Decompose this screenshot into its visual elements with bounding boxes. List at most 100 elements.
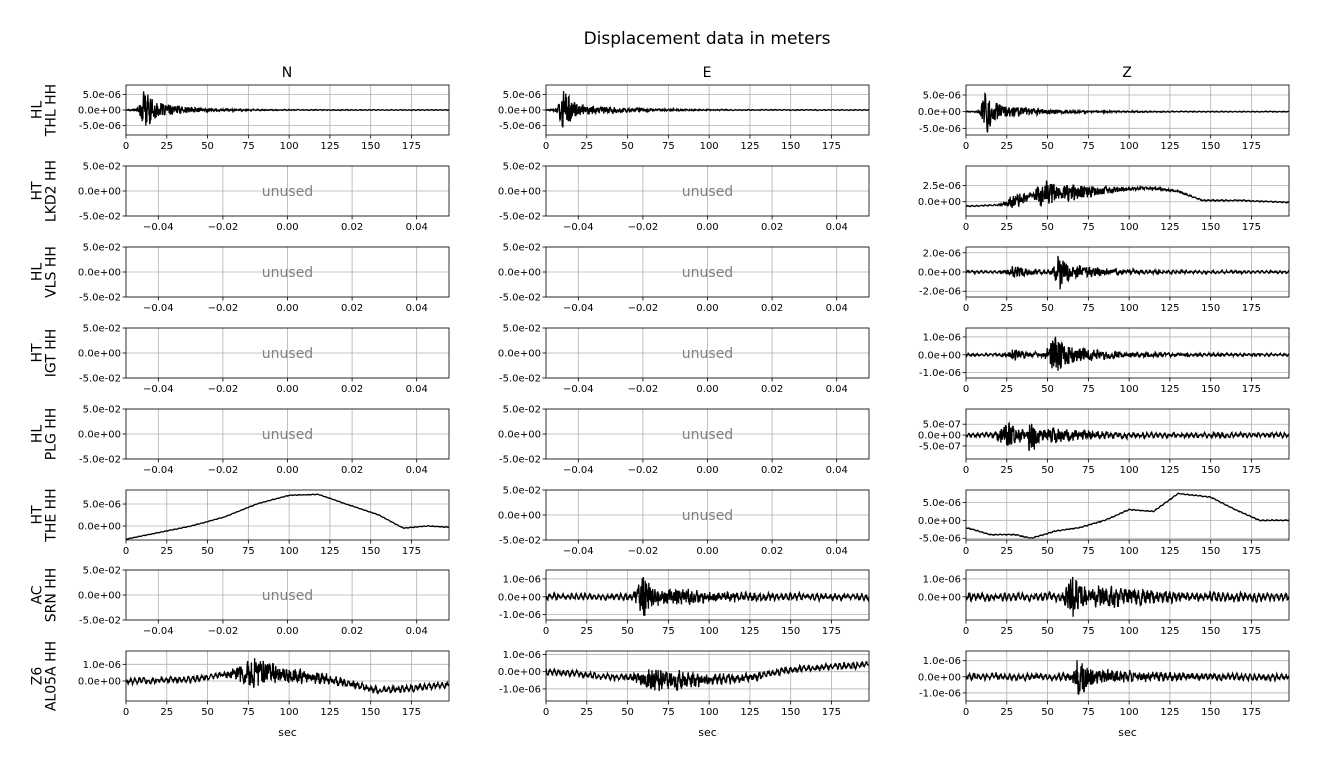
- x-tick-label: 150: [1201, 626, 1220, 637]
- x-tick-label: −0.02: [208, 384, 239, 395]
- y-tick-label: 5.0e-06: [503, 90, 541, 101]
- y-tick-label: 0.0e+00: [78, 521, 121, 532]
- network-code: HL: [30, 425, 46, 444]
- y-tick-label: 5.0e-06: [923, 498, 961, 509]
- y-tick-label: -5.0e-02: [499, 212, 541, 223]
- y-tick-label: 0.0e+00: [918, 197, 961, 208]
- x-tick-label: 150: [361, 141, 380, 152]
- x-tick-label: 0: [963, 303, 969, 314]
- x-tick-label: 75: [1082, 384, 1095, 395]
- y-tick-label: 0.0e+00: [498, 592, 541, 603]
- x-tick-label: 175: [1242, 141, 1261, 152]
- y-tick-label: 0.0e+00: [78, 591, 121, 602]
- panel-e-0: 0 25 50 75 100 125 150 175 5.0e-06 0.0e+00 -5.0e-0…: [498, 84, 870, 152]
- y-tick-label: 1.0e-06: [923, 332, 961, 343]
- unused-label: unused: [682, 508, 733, 524]
- trace-line: [126, 658, 449, 695]
- panels-grid: HLTHL HH0 25 50 75 100 125 150 1755.0e-060.0e+0…: [30, 84, 1290, 739]
- x-tick-label: 25: [160, 141, 173, 152]
- unused-label: unused: [262, 588, 313, 604]
- x-tick-label: 0.02: [761, 546, 783, 557]
- x-tick-label: 25: [580, 626, 593, 637]
- network-code: HT: [30, 343, 46, 363]
- x-tick-label: 75: [242, 141, 255, 152]
- x-tick-label: 50: [1041, 626, 1054, 637]
- panel-e-4: −0.04 −0.02 0.00 0.02 0.04 5.0e-02 0.0e+00 -5.0…: [498, 405, 870, 476]
- x-tick-label: 0.00: [276, 626, 298, 637]
- x-tick-label: −0.04: [563, 222, 594, 233]
- x-tick-label: 75: [662, 707, 675, 718]
- y-tick-label: 5.0e-02: [503, 162, 541, 173]
- x-tick-label: 175: [402, 707, 421, 718]
- x-tick-label: 0.02: [761, 465, 783, 476]
- y-tick-label: -5.0e-06: [919, 534, 961, 545]
- y-tick-label: -1.0e-06: [499, 610, 541, 621]
- x-tick-label: 0.00: [276, 465, 298, 476]
- x-tick-label: 125: [740, 707, 759, 718]
- trace-line: [966, 576, 1289, 617]
- x-tick-label: 0.02: [341, 465, 363, 476]
- trace-line: [966, 336, 1289, 371]
- y-tick-label: -1.0e-06: [919, 688, 961, 699]
- x-tick-label: 25: [1000, 546, 1013, 557]
- y-tick-label: -1.0e-06: [499, 684, 541, 695]
- x-tick-label: 0.02: [761, 222, 783, 233]
- x-tick-label: −0.04: [143, 303, 174, 314]
- axes-frame: [545, 165, 870, 217]
- y-tick-label: -5.0e-02: [79, 374, 121, 385]
- y-tick-label: 5.0e-02: [83, 243, 121, 254]
- panel-e-2: −0.04 −0.02 0.00 0.02 0.04 5.0e-02 0.0e+00 -5.0…: [498, 243, 870, 314]
- trace-line: [546, 660, 869, 692]
- x-tick-label: −0.02: [628, 465, 659, 476]
- x-tick-label: 0.00: [696, 465, 718, 476]
- y-tick-label: 1.0e-06: [503, 574, 541, 585]
- x-tick-label: 125: [740, 626, 759, 637]
- y-tick-label: 1.0e-06: [923, 574, 961, 585]
- axes-frame: [545, 84, 870, 136]
- trace-line: [546, 91, 869, 128]
- unused-label: unused: [262, 184, 313, 200]
- unused-label: unused: [682, 184, 733, 200]
- x-tick-label: 0.00: [696, 546, 718, 557]
- x-tick-label: 100: [1120, 546, 1139, 557]
- column-title-z: Z: [1122, 65, 1132, 81]
- x-tick-label: 0: [123, 546, 129, 557]
- x-tick-label: 0.04: [406, 222, 428, 233]
- trace-line: [966, 660, 1289, 695]
- x-tick-label: 50: [201, 707, 214, 718]
- x-tick-label: 125: [1160, 384, 1179, 395]
- panel-z-3: 0 25 50 75 100 125 150 175 1.0e-06 0.0e+00 -1.0e-0…: [918, 327, 1290, 395]
- trace-line: [966, 92, 1289, 133]
- axes-frame: [545, 489, 870, 541]
- x-tick-label: 75: [242, 707, 255, 718]
- x-tick-label: 150: [1201, 384, 1220, 395]
- x-tick-label: 125: [1160, 546, 1179, 557]
- x-tick-label: 100: [1120, 303, 1139, 314]
- axes-frame: [965, 489, 1290, 541]
- x-tick-label: 75: [1082, 546, 1095, 557]
- x-tick-label: −0.04: [563, 384, 594, 395]
- y-tick-label: -5.0e-02: [79, 616, 121, 627]
- station-channel: THE HH: [44, 488, 60, 542]
- x-tick-label: 0.04: [406, 303, 428, 314]
- y-tick-label: 0.0e+00: [78, 430, 121, 441]
- panel-n-0: 0 25 50 75 100 125 150 175 5.0e-06 0.0e+00 -5.0e-0…: [78, 84, 450, 152]
- axes-frame: [125, 650, 450, 702]
- x-tick-label: 175: [1242, 222, 1261, 233]
- x-tick-label: 0: [963, 546, 969, 557]
- x-tick-label: 0.00: [696, 222, 718, 233]
- axes-frame: [125, 165, 450, 217]
- y-tick-label: 0.0e+00: [78, 677, 121, 688]
- y-tick-label: 1.0e-06: [503, 650, 541, 661]
- x-tick-label: −0.04: [143, 626, 174, 637]
- axes-frame: [125, 84, 450, 136]
- y-tick-label: 0.0e+00: [78, 349, 121, 360]
- y-tick-label: 5.0e-06: [923, 91, 961, 102]
- x-tick-label: 100: [1120, 707, 1139, 718]
- x-tick-label: 150: [1201, 141, 1220, 152]
- row-label: ACSRN HH: [30, 568, 60, 623]
- x-tick-label: 0: [963, 222, 969, 233]
- x-tick-label: 0.04: [826, 546, 848, 557]
- row-label: HTLKD2 HH: [30, 160, 60, 222]
- x-tick-label: 25: [1000, 222, 1013, 233]
